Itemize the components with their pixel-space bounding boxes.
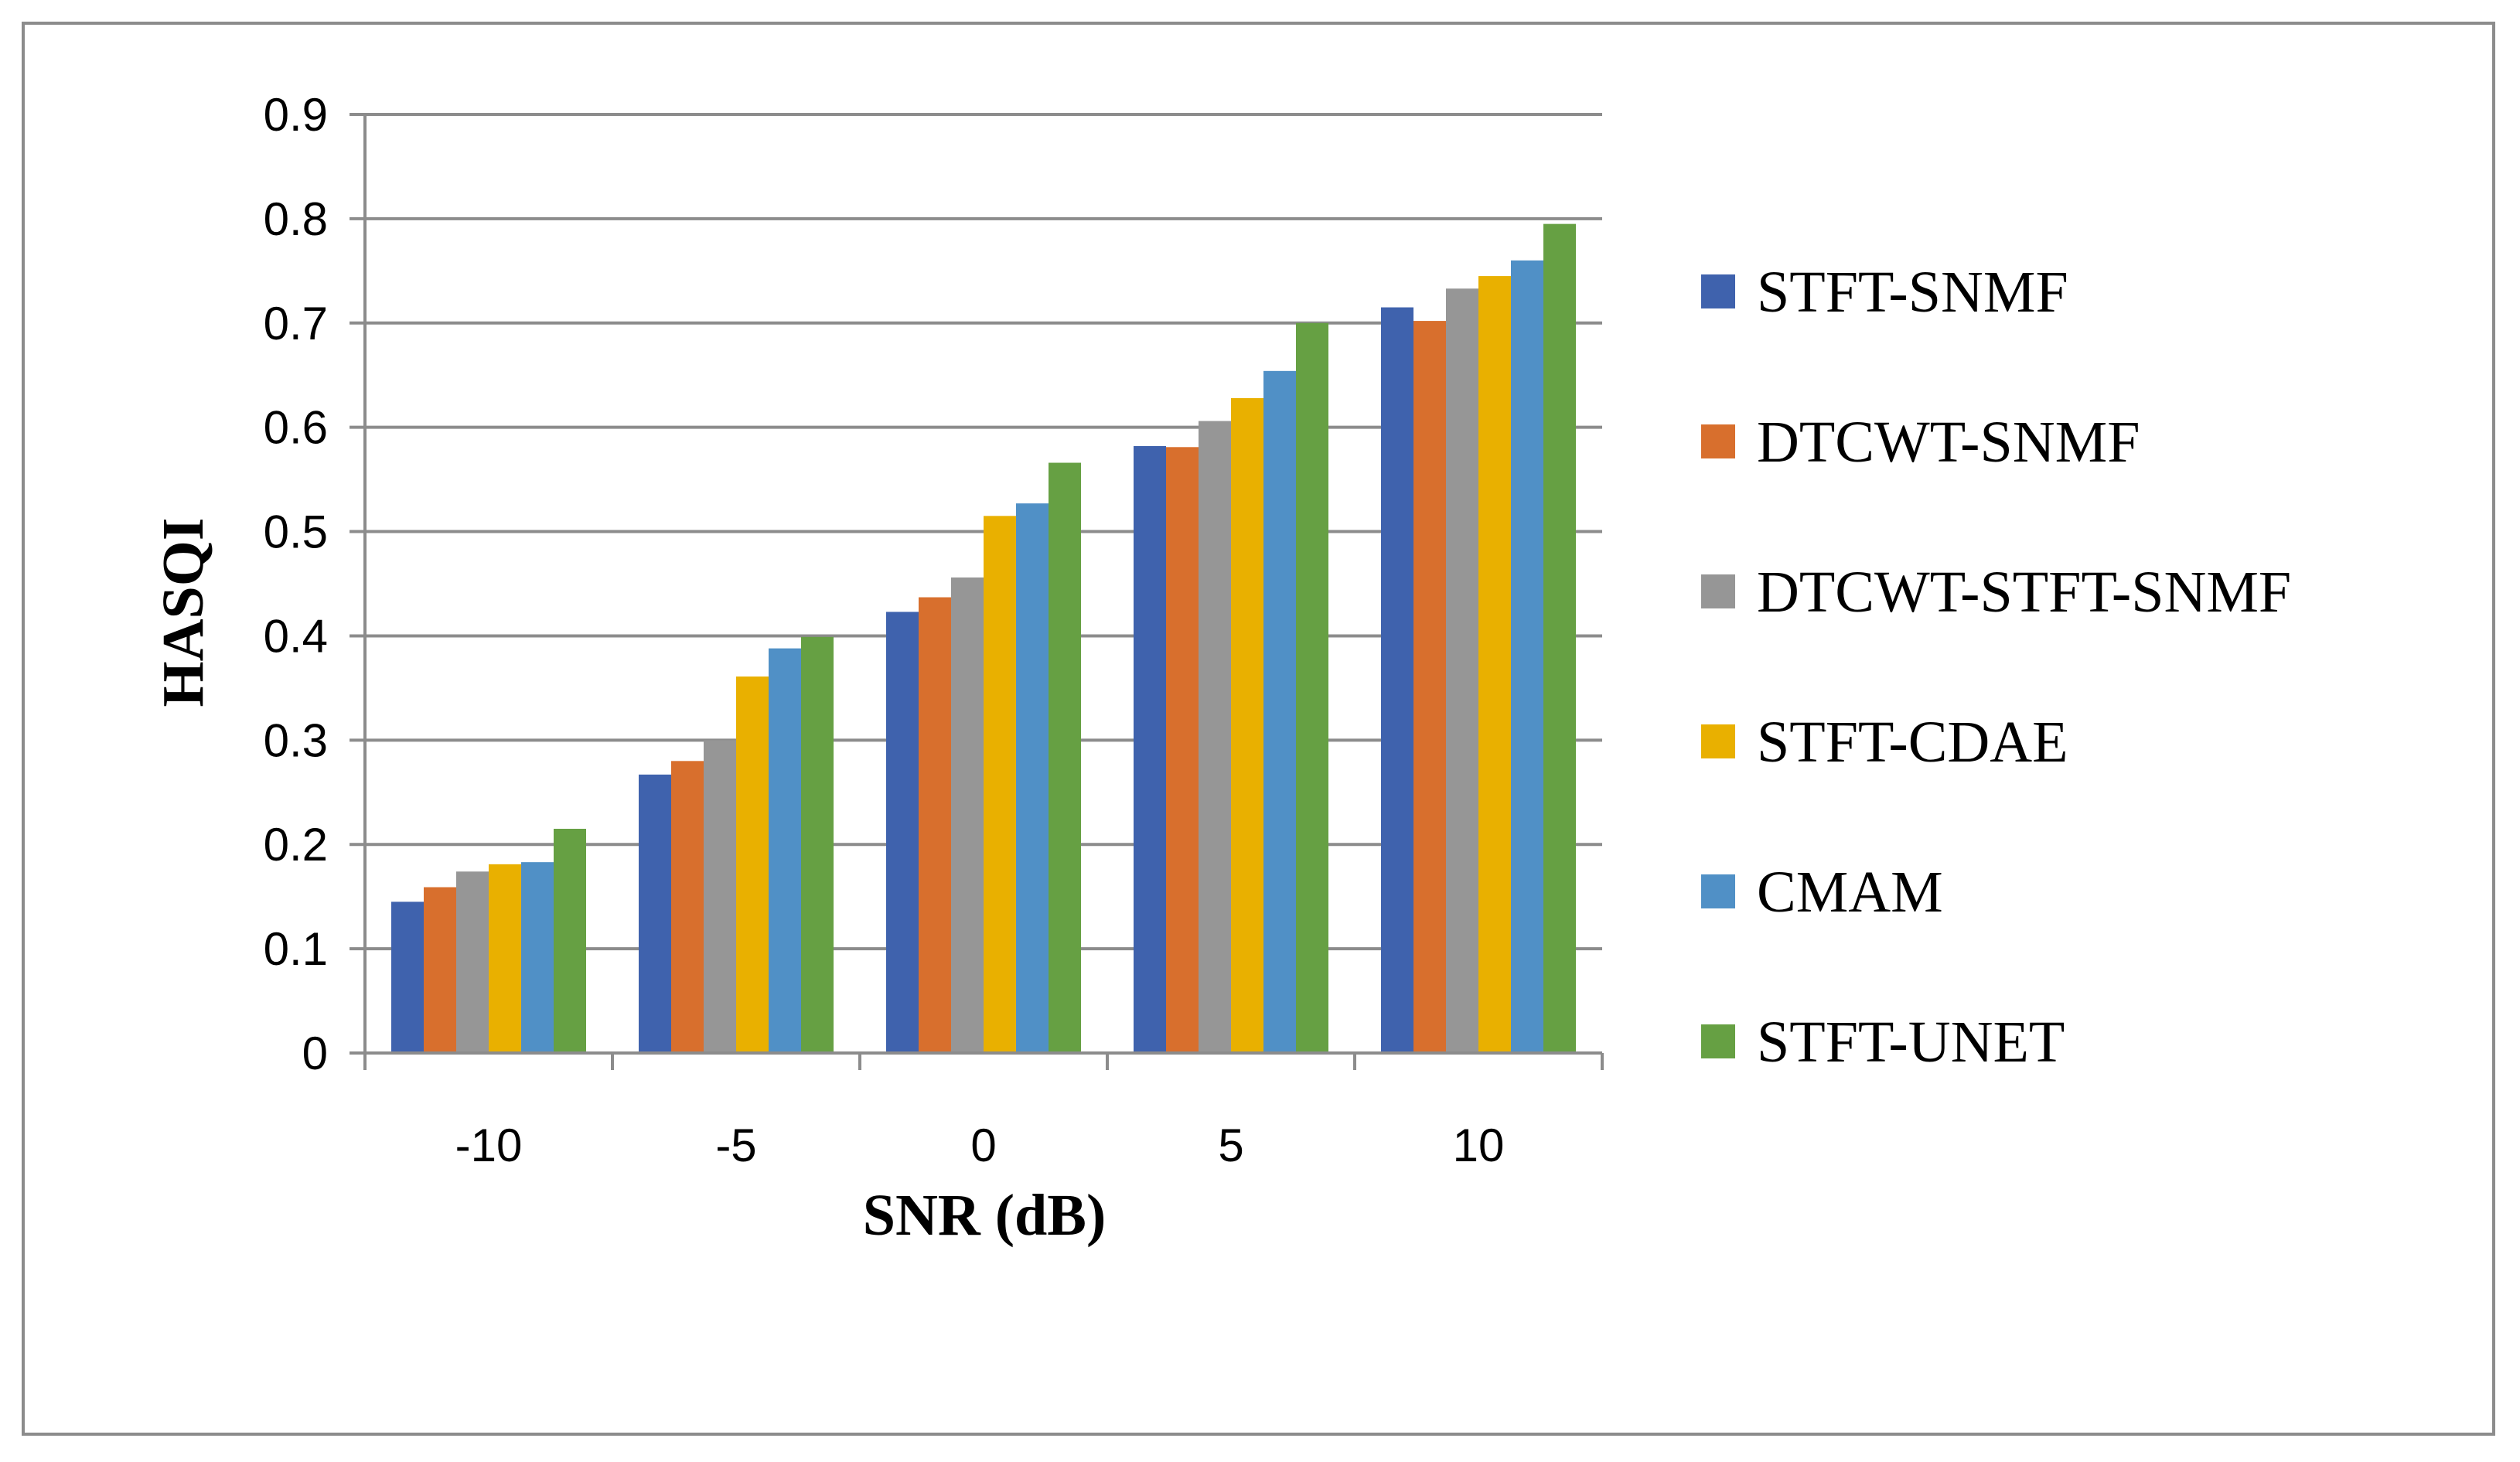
legend-label: DTCWT-SNMF [1757,410,2140,475]
legend-swatch [1701,424,1735,458]
bar-dtcwt-stft-snmf-10 [1446,288,1478,1054]
x-tick-label: 0 [970,1120,996,1171]
legend-label: DTCWT-STFT-SNMF [1757,560,2291,625]
y-tick-label: 0.6 [264,402,328,454]
bar-cmam--5 [769,648,801,1053]
legend-swatch [1701,274,1735,308]
y-tick-label: 0 [302,1027,328,1079]
x-tick-label: -10 [455,1120,523,1171]
bar-stft-unet-0 [1049,462,1081,1053]
x-axis-title: SNR (dB) [863,1183,1107,1248]
bar-stft-unet-10 [1543,223,1576,1054]
x-tick-label: 5 [1218,1120,1243,1171]
legend-swatch [1701,1024,1735,1058]
y-tick-label: 0.2 [264,819,328,871]
bar-stft-unet--5 [801,636,834,1053]
legend-swatch [1701,724,1735,758]
bar-cmam--10 [521,862,554,1053]
bar-cmam-5 [1263,370,1296,1053]
bar-stft-unet--10 [554,828,586,1053]
bar-dtcwt-stft-snmf-0 [951,577,984,1053]
bar-dtcwt-snmf--5 [671,761,704,1053]
y-tick-label: 0.5 [264,506,328,558]
bar-dtcwt-snmf-10 [1413,321,1446,1054]
bar-stft-snmf-5 [1134,445,1166,1053]
legend: STFT-SNMF DTCWT-SNMF DTCWT-STFT-SNMF STFT-C… [1701,260,2291,1075]
bar-cmam-0 [1016,503,1049,1053]
bar-stft-cdae-10 [1478,276,1511,1054]
legend-swatch [1701,874,1735,908]
bar-stft-cdae--10 [489,864,521,1053]
bar-chart: 0 0.1 0.2 0.3 0.4 0.5 0.6 0.7 0.8 0.9 -10 -5 0 5 10 H… [151,89,2291,1248]
bar-dtcwt-stft-snmf-5 [1199,421,1231,1053]
bars [391,223,1576,1054]
x-tick-labels: -10 -5 0 5 10 [455,1120,1505,1171]
bar-dtcwt-snmf--10 [424,887,456,1053]
y-tick-label: 0.8 [264,193,328,245]
y-tick-label: 0.9 [264,89,328,141]
bar-stft-snmf-10 [1381,307,1413,1053]
legend-label: STFT-CDAE [1757,710,2068,775]
bar-dtcwt-snmf-0 [919,597,951,1053]
bar-stft-cdae-5 [1231,397,1263,1053]
legend-label: STFT-UNET [1757,1010,2065,1075]
y-tick-label: 0.1 [264,923,328,975]
bar-dtcwt-snmf-5 [1166,447,1199,1053]
y-axis-title: HASQI [151,518,216,707]
y-tick-label: 0.7 [264,298,328,349]
y-tick-labels: 0 0.1 0.2 0.3 0.4 0.5 0.6 0.7 0.8 0.9 [264,89,328,1079]
bar-dtcwt-stft-snmf--10 [456,871,489,1053]
y-tick-label: 0.3 [264,714,328,766]
bar-stft-unet-5 [1296,322,1328,1053]
bar-stft-snmf-0 [886,612,919,1053]
legend-label: CMAM [1757,860,1943,925]
bar-stft-cdae-0 [984,516,1016,1053]
bar-stft-cdae--5 [736,676,769,1053]
axes [363,114,1604,1070]
bar-stft-snmf--10 [391,901,424,1053]
bar-stft-snmf--5 [639,774,671,1053]
chart-frame: 0 0.1 0.2 0.3 0.4 0.5 0.6 0.7 0.8 0.9 -10 -5 0 5 10 H… [22,22,2495,1436]
x-tick-label: -5 [715,1120,756,1171]
bar-dtcwt-stft-snmf--5 [704,740,736,1053]
bar-cmam-10 [1511,260,1543,1053]
legend-swatch [1701,574,1735,608]
legend-label: STFT-SNMF [1757,260,2068,325]
y-tick-label: 0.4 [264,610,328,662]
x-tick-label: 10 [1453,1120,1505,1171]
